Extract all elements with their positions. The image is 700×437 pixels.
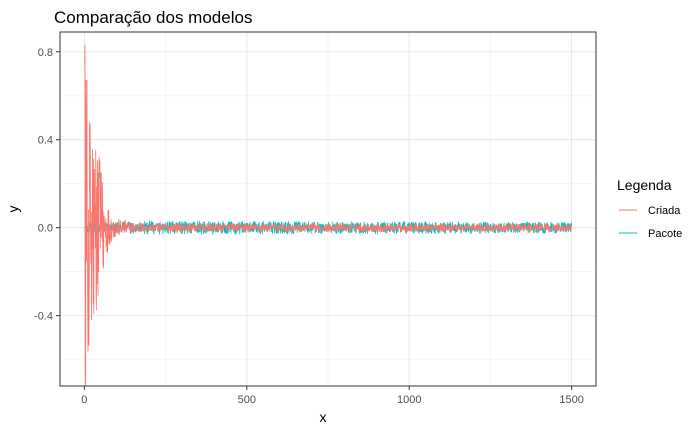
axis-layer: 0 500 1000 1500 -0.4 0.0 0.4 0.8 [34, 47, 584, 406]
legend-label-pacote: Pacote [648, 228, 682, 240]
x-tick-label: 1000 [397, 394, 421, 406]
plot-panel-border [59, 31, 597, 387]
x-tick-label: 1500 [559, 394, 583, 406]
y-tick-label: 0.4 [38, 135, 53, 147]
legend-label-criada: Criada [648, 205, 681, 217]
y-tick-label: 0.0 [38, 223, 53, 235]
plot-area: 0 500 1000 1500 -0.4 0.0 0.4 0.8 [34, 31, 597, 406]
series-layer [84, 44, 573, 387]
series-line-criada [84, 44, 572, 387]
legend-items: Criada Pacote [619, 205, 682, 240]
y-axis-label: y [5, 206, 21, 213]
chart-title: Comparação dos modelos [54, 8, 252, 27]
x-axis-label: x [320, 409, 327, 425]
x-tick-label: 0 [81, 394, 87, 406]
legend-title: Legenda [617, 177, 672, 193]
y-tick-label: -0.4 [34, 311, 53, 323]
x-tick-label: 500 [238, 394, 256, 406]
legend: Legenda Criada Pacote [617, 177, 682, 240]
y-tick-label: 0.8 [38, 47, 53, 59]
grid-layer [60, 32, 596, 386]
